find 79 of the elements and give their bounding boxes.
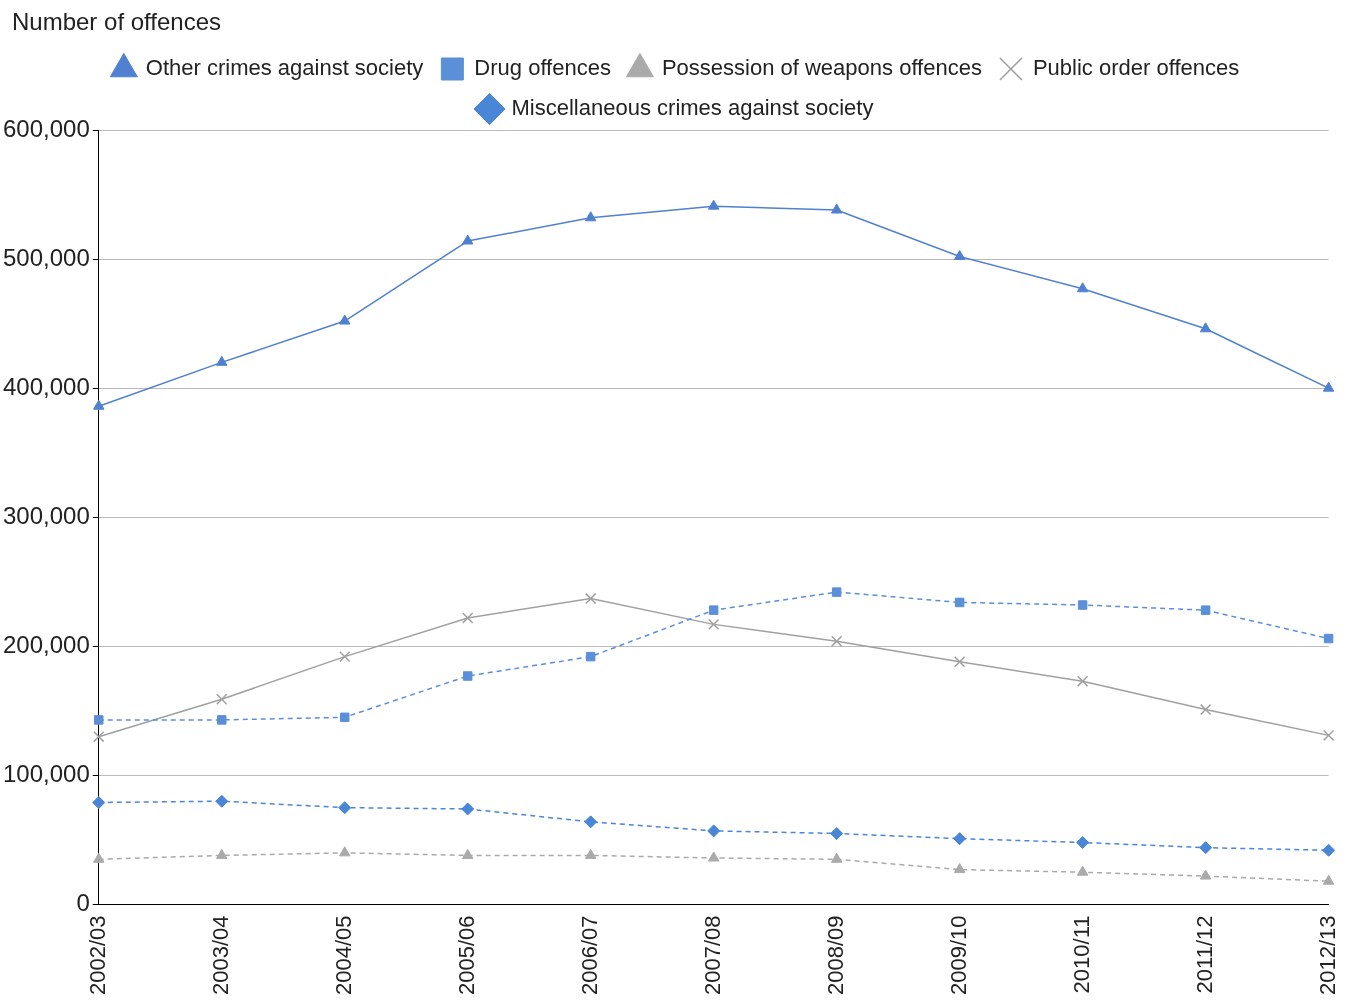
y-tick-label: 200,000	[2, 630, 90, 658]
x-tick-label: 2008/09	[822, 915, 848, 996]
point	[339, 314, 351, 325]
point	[93, 730, 105, 743]
x-tick-label: 2003/04	[207, 915, 233, 996]
point	[707, 618, 720, 631]
point	[1076, 675, 1089, 687]
point	[953, 863, 966, 874]
x-tick-label: 2012/13	[1314, 915, 1340, 996]
point	[831, 587, 842, 597]
point	[1199, 322, 1212, 333]
point	[830, 852, 843, 863]
x-tick-label: 2011/12	[1191, 915, 1217, 994]
legend-label: Public order offences	[1032, 55, 1240, 81]
point	[93, 399, 105, 410]
legend-label: Other crimes against society	[145, 55, 424, 81]
point	[584, 592, 597, 605]
y-tick-label: 300,000	[2, 501, 90, 529]
point	[461, 802, 475, 816]
x-tick-label: 2010/11	[1068, 915, 1094, 994]
point	[217, 715, 227, 725]
y-tick-label: 100,000	[2, 760, 90, 788]
x-tick-label: 2005/06	[453, 915, 479, 996]
y-tick-label: 0	[76, 889, 90, 917]
point	[339, 712, 350, 723]
point	[462, 612, 474, 624]
point	[1076, 282, 1089, 293]
point	[584, 815, 598, 829]
point	[462, 848, 474, 859]
x-tick-label: 2002/03	[84, 915, 110, 996]
point	[216, 355, 228, 366]
point	[1077, 600, 1088, 610]
point	[1199, 703, 1212, 716]
point	[92, 796, 106, 809]
point	[1323, 633, 1334, 644]
point	[953, 250, 966, 260]
point	[707, 824, 721, 838]
point	[94, 715, 104, 725]
point	[1076, 865, 1089, 876]
point	[93, 852, 105, 863]
point	[707, 851, 720, 862]
point	[1322, 729, 1335, 742]
legend-label: Possession of weapons offences	[661, 55, 982, 81]
point	[1199, 841, 1213, 855]
point	[585, 848, 597, 859]
point	[1200, 605, 1211, 615]
point	[338, 801, 352, 815]
point	[708, 605, 719, 615]
y-tick-label: 400,000	[2, 372, 90, 400]
point	[585, 651, 596, 662]
point	[339, 846, 351, 857]
point	[462, 671, 473, 681]
y-axis-title: Number of offences	[12, 8, 222, 36]
point	[830, 635, 843, 647]
point	[1199, 869, 1212, 880]
point	[953, 656, 966, 668]
legend-label: Drug offences	[474, 55, 611, 81]
point	[215, 794, 229, 808]
y-tick-label: 600,000	[2, 114, 90, 142]
point	[830, 203, 843, 214]
point	[954, 597, 965, 608]
x-tick-label: 2004/05	[330, 915, 356, 996]
point	[830, 826, 844, 840]
point	[953, 832, 967, 846]
point	[585, 211, 597, 222]
point	[1322, 874, 1335, 885]
point	[707, 199, 720, 210]
point	[216, 693, 228, 705]
y-tick-label: 500,000	[2, 243, 90, 271]
point	[1076, 836, 1090, 850]
point	[462, 234, 474, 245]
point	[339, 650, 351, 663]
x-tick-label: 2006/07	[576, 915, 602, 996]
x-tick-label: 2007/08	[699, 915, 725, 996]
point	[1322, 381, 1335, 392]
point	[1322, 843, 1336, 857]
x-tick-label: 2009/10	[945, 915, 971, 996]
point	[216, 848, 228, 859]
legend-label: Miscellaneous crimes against society	[511, 95, 874, 121]
